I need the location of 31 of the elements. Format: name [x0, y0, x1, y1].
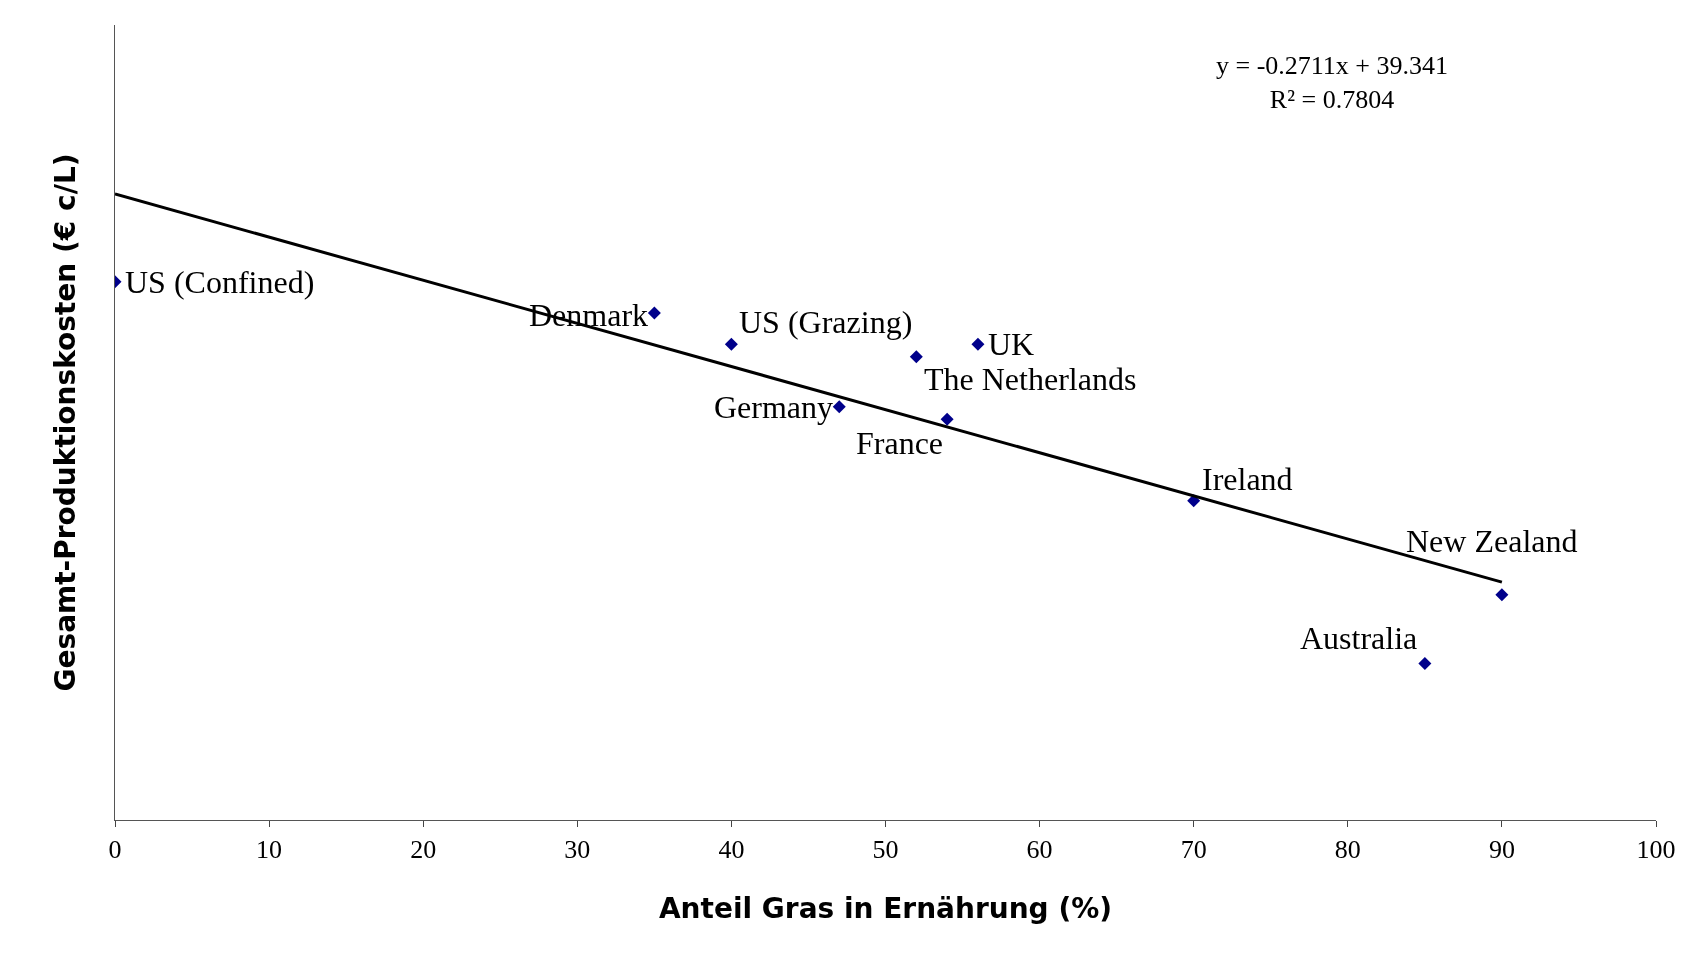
- point: [1495, 588, 1509, 602]
- x-tick-label: 90: [1488, 835, 1515, 865]
- point: [647, 306, 661, 320]
- annotation: New Zealand: [1406, 523, 1578, 559]
- x-tick-label: 20: [410, 835, 437, 865]
- x-tick-label: 80: [1334, 835, 1361, 865]
- x-tick-label: 0: [108, 835, 122, 865]
- x-tick-label: 50: [872, 835, 899, 865]
- x-tick-label: 30: [564, 835, 591, 865]
- x-tick-label: 40: [718, 835, 745, 865]
- annotation: UK: [988, 326, 1035, 362]
- annotation: Germany: [714, 389, 834, 425]
- x-tick-label: 60: [1026, 835, 1053, 865]
- point: [940, 412, 954, 426]
- annotation: The Netherlands: [924, 361, 1137, 397]
- text: y = -0.2711x + 39.341 R² = 0.7804: [1216, 51, 1449, 114]
- point: [909, 350, 923, 364]
- x-axis-title: Anteil Gras in Ernährung (%): [658, 892, 1113, 926]
- annotation: Australia: [1300, 620, 1418, 656]
- point: [1418, 657, 1432, 670]
- x-tick-label: 100: [1636, 835, 1676, 865]
- y-axis-title: Gesamt-Produktionskosten (€ c/L): [48, 153, 82, 692]
- x-tick-label: 70: [1180, 835, 1207, 865]
- annotation: US (Grazing): [739, 304, 913, 340]
- annotation: US (Confined): [125, 264, 315, 300]
- point: [724, 337, 738, 351]
- annotation: Ireland: [1202, 461, 1293, 497]
- x-tick-label: 10: [256, 835, 283, 865]
- point: [832, 400, 846, 414]
- point: [971, 337, 985, 351]
- annotation: France: [856, 425, 944, 461]
